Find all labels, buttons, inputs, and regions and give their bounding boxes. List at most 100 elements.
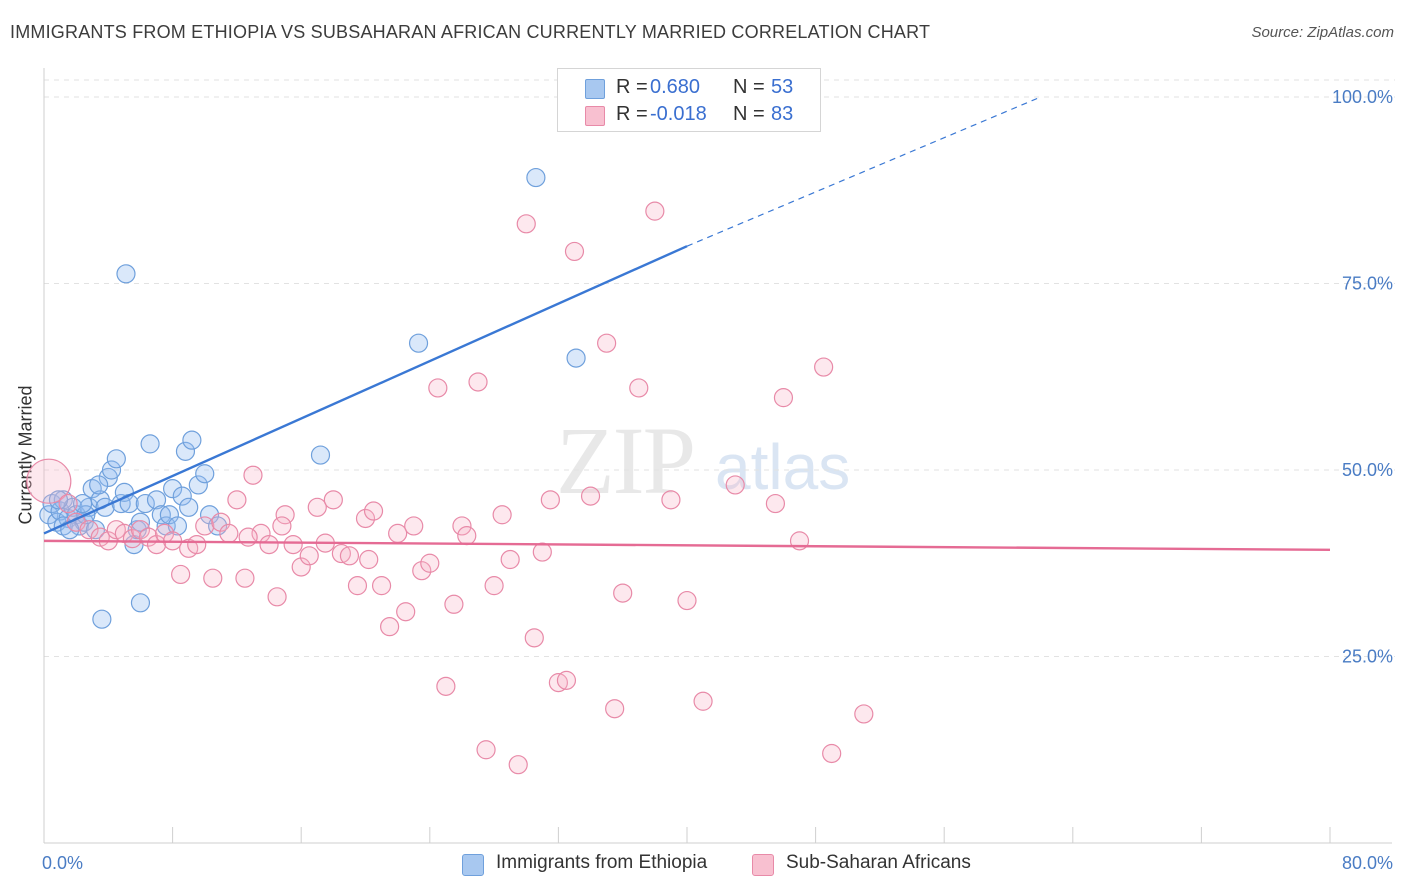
- point-subsaharan: [725, 475, 745, 495]
- point-subsaharan: [613, 583, 633, 603]
- point-subsaharan: [187, 534, 207, 555]
- axes: [43, 68, 1392, 844]
- x-tick-label: 80.0%: [1342, 853, 1393, 873]
- point-subsaharan: [436, 676, 456, 696]
- bottom-legend-swatch-blue: [462, 854, 484, 876]
- legend-n-value: 53: [771, 76, 794, 98]
- point-subsaharan: [195, 516, 215, 536]
- point-subsaharan: [272, 516, 292, 536]
- trend-line-ethiopia: [43, 245, 688, 535]
- point-subsaharan: [773, 388, 794, 408]
- bottom-legend-label: Sub-Saharan Africans: [786, 852, 971, 873]
- point-subsaharan: [814, 357, 834, 377]
- point-subsaharan: [854, 704, 874, 724]
- point-subsaharan: [363, 501, 384, 521]
- point-subsaharan: [359, 549, 379, 570]
- point-subsaharan: [556, 670, 577, 690]
- point-ethiopia: [146, 490, 167, 510]
- point-subsaharan: [508, 755, 528, 775]
- legend-n-label: N =: [733, 76, 765, 98]
- y-tick-label: 100.0%: [1332, 87, 1393, 107]
- point-ethiopia: [39, 505, 59, 525]
- point-ethiopia: [526, 167, 546, 188]
- point-subsaharan: [605, 699, 625, 719]
- point-ethiopia: [175, 441, 196, 461]
- point-subsaharan: [428, 378, 448, 398]
- point-ethiopia: [188, 475, 208, 495]
- point-ethiopia: [408, 333, 429, 353]
- point-subsaharan: [380, 617, 400, 637]
- correlation-legend: R = 0.680 N = 53 R = -0.018 N = 83: [557, 68, 821, 132]
- point-subsaharan: [79, 520, 99, 540]
- point-subsaharan: [580, 486, 601, 506]
- point-subsaharan: [404, 516, 424, 536]
- point-subsaharan: [677, 590, 697, 611]
- point-subsaharan: [171, 564, 191, 585]
- point-subsaharan: [548, 673, 569, 693]
- point-ethiopia: [159, 505, 179, 525]
- point-ethiopia: [310, 445, 331, 465]
- point-subsaharan: [355, 508, 376, 529]
- bottom-legend-label: Immigrants from Ethiopia: [496, 852, 708, 873]
- point-subsaharan: [661, 490, 681, 510]
- legend-swatch-pink: [585, 106, 605, 126]
- legend-swatch-blue: [585, 79, 605, 99]
- point-subsaharan: [146, 534, 167, 555]
- point-ethiopia: [130, 512, 151, 532]
- point-ethiopia: [92, 609, 112, 629]
- legend-r-label: R =: [616, 76, 648, 98]
- point-subsaharan: [291, 557, 311, 577]
- point-subsaharan: [444, 594, 464, 614]
- point-subsaharan: [243, 465, 263, 485]
- y-tick-label: 25.0%: [1342, 647, 1393, 667]
- point-subsaharan: [484, 576, 504, 596]
- point-subsaharan: [323, 490, 343, 510]
- point-subsaharan: [476, 740, 496, 760]
- point-ethiopia: [199, 505, 220, 525]
- trend-line-subsaharan: [43, 539, 1331, 552]
- bottom-legend-swatch-pink: [752, 854, 774, 876]
- point-subsaharan: [26, 458, 72, 504]
- point-subsaharan: [516, 214, 536, 234]
- point-subsaharan: [371, 576, 392, 596]
- legend-r-value: 0.680: [650, 76, 701, 98]
- data-points: [26, 167, 874, 775]
- trend-lines: [43, 96, 1331, 552]
- point-subsaharan: [822, 743, 842, 764]
- point-ethiopia: [140, 434, 160, 454]
- legend-n-value: 83: [771, 103, 794, 125]
- point-ethiopia: [72, 493, 93, 514]
- point-ethiopia: [101, 460, 122, 480]
- point-ethiopia: [195, 464, 215, 484]
- point-ethiopia: [135, 493, 155, 514]
- y-tick-label: 50.0%: [1342, 460, 1393, 480]
- point-ethiopia: [89, 475, 109, 495]
- source-note: Source: ZipAtlas.com: [1251, 24, 1394, 41]
- point-ethiopia: [106, 449, 126, 469]
- point-subsaharan: [500, 549, 520, 570]
- point-subsaharan: [492, 505, 512, 525]
- x-tick-label: 0.0%: [42, 853, 83, 873]
- point-subsaharan: [331, 543, 351, 564]
- point-subsaharan: [645, 201, 665, 221]
- legend-r-value: -0.018: [650, 103, 707, 125]
- point-subsaharan: [283, 534, 303, 555]
- point-subsaharan: [219, 523, 239, 544]
- point-subsaharan: [629, 378, 649, 398]
- point-subsaharan: [267, 587, 287, 607]
- point-subsaharan: [259, 534, 279, 555]
- tick-labels: 25.0% 50.0% 75.0% 100.0% 0.0% 80.0%: [42, 87, 1393, 873]
- point-subsaharan: [420, 553, 440, 573]
- point-subsaharan: [203, 568, 223, 588]
- point-subsaharan: [693, 691, 713, 711]
- chart-title: IMMIGRANTS FROM ETHIOPIA VS SUBSAHARAN A…: [10, 22, 931, 42]
- point-subsaharan: [58, 493, 78, 514]
- point-subsaharan: [339, 546, 360, 566]
- legend-r-label: R =: [616, 103, 648, 125]
- point-subsaharan: [452, 516, 472, 536]
- point-subsaharan: [597, 333, 617, 353]
- point-subsaharan: [227, 490, 247, 510]
- point-subsaharan: [524, 628, 544, 648]
- point-ethiopia: [163, 479, 183, 499]
